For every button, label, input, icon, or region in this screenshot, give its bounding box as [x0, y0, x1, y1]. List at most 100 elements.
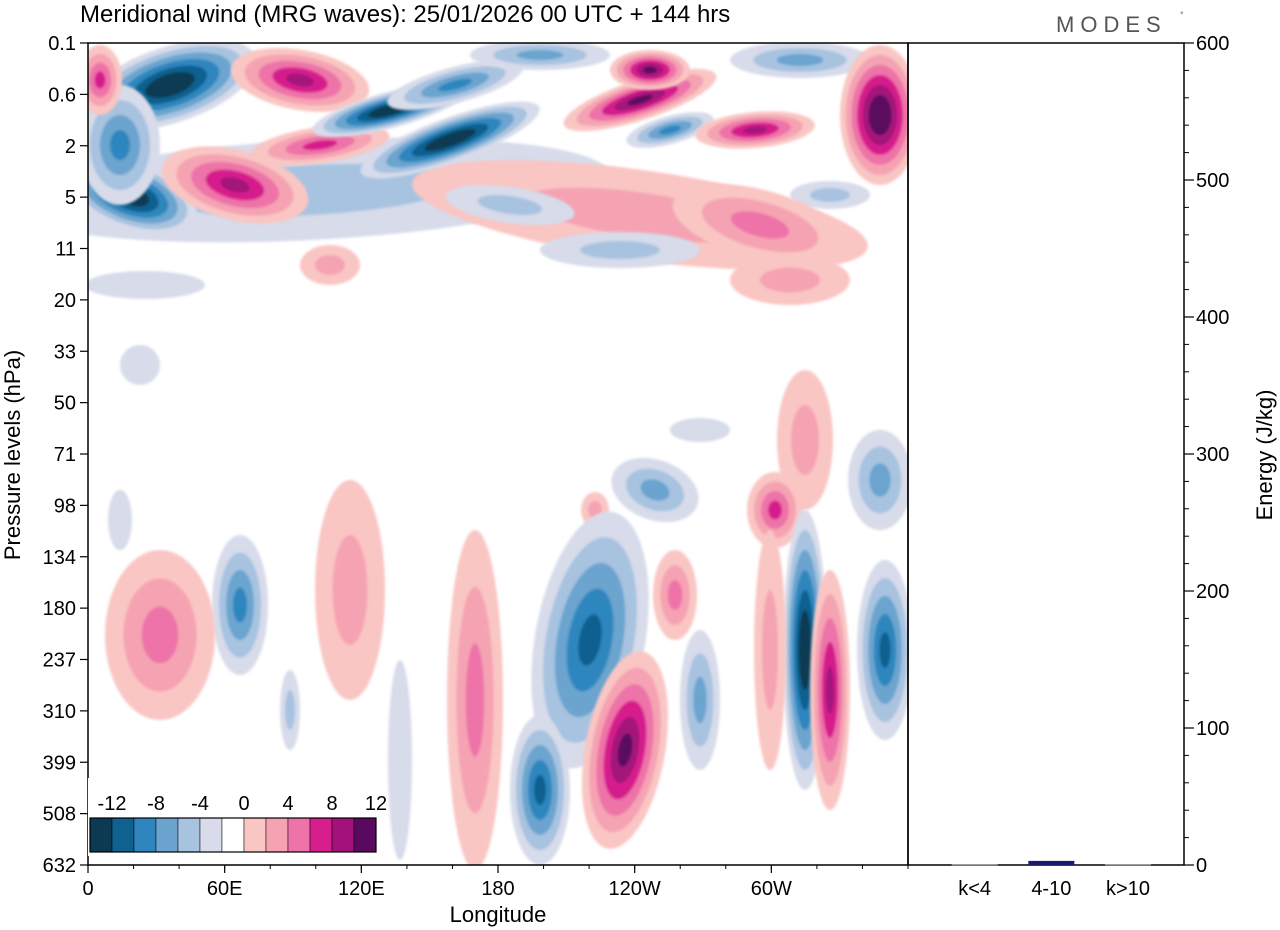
contour-band — [791, 405, 819, 475]
energy-category-label: k<4 — [958, 878, 991, 900]
colorbar-swatch — [133, 817, 157, 853]
contour-band — [693, 676, 707, 724]
energy-bar — [1028, 860, 1075, 865]
contour-band — [762, 590, 778, 710]
pos-top-left — [88, 45, 122, 115]
neg-upper-170e — [387, 59, 523, 111]
contour-band — [776, 54, 824, 66]
logo-mark: ° — [1180, 10, 1184, 20]
contour-band — [730, 211, 790, 239]
contour-band — [438, 78, 472, 92]
neg-trop-80e — [280, 670, 300, 750]
contour-band — [580, 241, 660, 259]
contour-band — [437, 134, 463, 146]
pressure-tick-label: 98 — [54, 495, 76, 517]
energy-tick-label: 600 — [1196, 33, 1229, 55]
neg-upper-west-c — [88, 85, 160, 205]
contour-band — [108, 490, 132, 550]
longitude-tick-label: 120W — [609, 878, 661, 900]
longitude-tick-label: 60E — [207, 878, 243, 900]
longitude-tick-label: 180 — [481, 878, 514, 900]
pos-trop-180 — [447, 530, 503, 865]
colorbar-swatch — [155, 817, 179, 853]
pressure-tick-label: 0.6 — [48, 84, 76, 106]
longitude-tick-label: 60W — [751, 878, 792, 900]
pressure-tick-label: 2 — [65, 136, 76, 158]
colorbar-label: 0 — [238, 793, 249, 815]
energy-axis-label: Energy (J/kg) — [1252, 390, 1277, 521]
colorbar-swatch — [177, 817, 201, 853]
x-axis-label: Longitude — [450, 902, 547, 927]
colorbar-swatch — [199, 817, 223, 853]
energy-axis: 0 100 200 300 400 500 600 — [1184, 33, 1229, 877]
contour-band — [141, 606, 179, 664]
colorbar-label: 4 — [282, 793, 293, 815]
pos-upper-100e — [250, 124, 390, 166]
energy-panel: 0 100 200 300 400 500 600 k<4 4-10 k>10 Energy (… — [907, 33, 1277, 900]
colorbar: -12 -8 -4 0 4 8 12 — [88, 778, 387, 856]
pos-strat-75w-tail — [730, 255, 850, 305]
energy-categories: k<4 4-10 k>10 — [958, 878, 1150, 900]
contour-band — [869, 463, 891, 497]
colorbar-frame — [89, 817, 377, 853]
heatmap-field — [88, 43, 908, 865]
pos-upper-70w — [695, 111, 815, 149]
neg-upper-150e — [360, 101, 540, 179]
neg-upper-175e — [470, 43, 610, 70]
neg-strat-140w — [540, 232, 700, 268]
colorbar-label: -4 — [191, 793, 209, 815]
y-axis-label: Pressure levels (hPa) — [0, 350, 25, 560]
colorbar-swatch — [243, 817, 267, 853]
colorbar-swatch — [331, 817, 355, 853]
pos-upper-125w — [610, 50, 690, 90]
neg-98hpa-100w — [611, 457, 699, 523]
pressure-tick-label: 0.1 — [48, 33, 76, 55]
energy-bar — [1105, 864, 1151, 866]
neg-trop-125w — [680, 630, 720, 770]
neg-trop-185 — [510, 715, 570, 865]
pressure-axis: 0.1 0.6 2 5 11 20 33 50 71 98 134 180 237 310 399 508 63… — [43, 33, 88, 877]
contour-band — [120, 345, 160, 385]
pos-trop-70w — [754, 530, 786, 770]
energy-tick-label: 400 — [1196, 307, 1229, 329]
pressure-tick-label: 20 — [54, 290, 76, 312]
pos-strat-80w — [672, 183, 848, 267]
colorbar-label: 8 — [326, 793, 337, 815]
contour-band — [617, 733, 633, 767]
neg-trop-30e — [212, 535, 268, 675]
contour-band — [286, 73, 314, 87]
pos-trop-110e — [315, 480, 385, 700]
contour-band — [667, 580, 683, 610]
contour-band — [233, 587, 247, 623]
contour-band — [285, 690, 295, 730]
contour-band — [220, 177, 250, 193]
neg-upper-120w — [626, 112, 714, 148]
contour-band — [743, 126, 767, 134]
energy-bar — [951, 864, 998, 866]
energy-tick-label: 100 — [1196, 718, 1229, 740]
pos-strat-60e — [300, 245, 360, 285]
contour-band — [627, 94, 653, 106]
colorbar-swatch — [309, 817, 333, 853]
contour-band — [88, 271, 205, 299]
contour-band — [388, 660, 412, 860]
longitude-tick-label: 0 — [82, 878, 93, 900]
colorbar-swatch — [353, 817, 377, 853]
pos-98hpa-65w — [747, 472, 803, 548]
pos-upper-90e — [230, 48, 370, 112]
contour-band — [110, 130, 130, 160]
pos-trop-115w — [581, 651, 669, 849]
contour-band — [874, 105, 886, 125]
pos-trop-40e — [105, 550, 215, 720]
contour-band — [659, 125, 681, 135]
pos-upper-120w-a — [563, 68, 717, 132]
neg-20hpa-blob — [120, 345, 160, 385]
contour-band — [879, 632, 891, 668]
neg-trop-10e — [108, 490, 132, 550]
neg-upper-50w — [790, 181, 870, 209]
pos-trop-40w — [810, 570, 850, 810]
colorbar-swatch — [265, 817, 289, 853]
pressure-tick-label: 632 — [43, 855, 76, 877]
contour-band — [302, 139, 338, 151]
